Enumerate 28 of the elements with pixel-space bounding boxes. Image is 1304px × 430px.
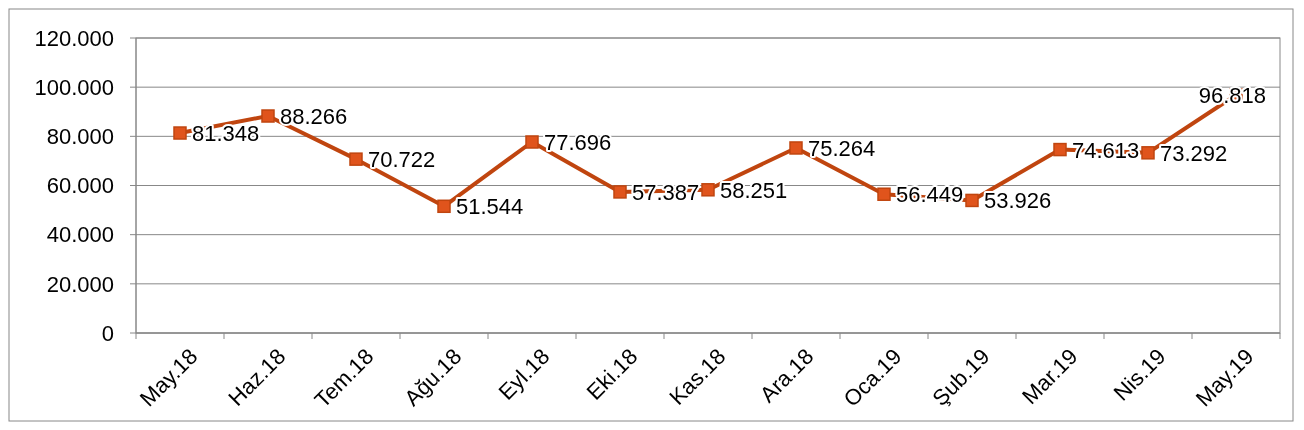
point [877, 187, 891, 201]
point [525, 135, 539, 149]
data-label: 77.696 [544, 130, 612, 155]
y-tick-label: 80.000 [46, 124, 114, 150]
point [965, 193, 979, 208]
point [789, 141, 803, 155]
point [173, 126, 187, 140]
data-label: 73.292 [1160, 140, 1228, 166]
data-label: 51.544 [456, 194, 524, 220]
y-tick-label: 20.000 [46, 271, 114, 297]
point [1053, 142, 1067, 157]
data-label: 70.722 [368, 147, 436, 173]
data-label: 75.264 [808, 135, 876, 161]
y-tick-label: 40.000 [46, 222, 114, 248]
point [701, 183, 715, 197]
data-label: 53.926 [984, 188, 1052, 214]
data-label: 88.266 [280, 104, 348, 130]
data-label: 58.251 [720, 177, 788, 203]
point [613, 185, 627, 199]
y-tick-label: 120.000 [34, 25, 114, 51]
data-label: 81.348 [192, 121, 260, 147]
point [349, 152, 363, 166]
y-tick-label: 60.000 [46, 173, 114, 199]
point [1141, 146, 1155, 160]
point [261, 109, 275, 123]
point [437, 199, 451, 214]
y-tick-label: 0 [101, 320, 114, 346]
y-tick-label: 100.000 [34, 74, 114, 100]
